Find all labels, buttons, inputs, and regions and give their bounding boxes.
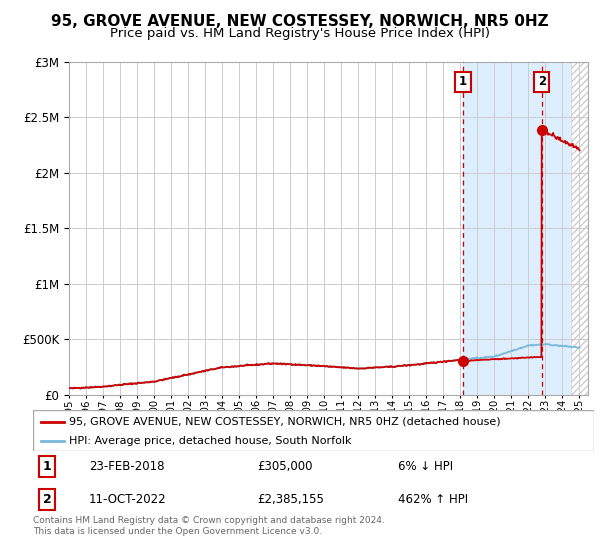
Text: Contains HM Land Registry data © Crown copyright and database right 2024.
This d: Contains HM Land Registry data © Crown c… xyxy=(33,516,385,536)
Text: 2: 2 xyxy=(538,75,546,88)
Bar xyxy=(571,62,588,395)
FancyBboxPatch shape xyxy=(33,410,594,451)
Text: 6% ↓ HPI: 6% ↓ HPI xyxy=(398,460,453,473)
Text: 23-FEB-2018: 23-FEB-2018 xyxy=(89,460,164,473)
Text: 95, GROVE AVENUE, NEW COSTESSEY, NORWICH, NR5 0HZ: 95, GROVE AVENUE, NEW COSTESSEY, NORWICH… xyxy=(51,14,549,29)
Text: £305,000: £305,000 xyxy=(257,460,313,473)
Text: 462% ↑ HPI: 462% ↑ HPI xyxy=(398,493,468,506)
Text: 1: 1 xyxy=(459,75,467,88)
Text: 11-OCT-2022: 11-OCT-2022 xyxy=(89,493,167,506)
Text: Price paid vs. HM Land Registry's House Price Index (HPI): Price paid vs. HM Land Registry's House … xyxy=(110,27,490,40)
Bar xyxy=(463,62,571,395)
Text: 95, GROVE AVENUE, NEW COSTESSEY, NORWICH, NR5 0HZ (detached house): 95, GROVE AVENUE, NEW COSTESSEY, NORWICH… xyxy=(70,417,501,427)
Text: £2,385,155: £2,385,155 xyxy=(257,493,324,506)
Text: HPI: Average price, detached house, South Norfolk: HPI: Average price, detached house, Sout… xyxy=(70,436,352,446)
Text: 2: 2 xyxy=(43,493,52,506)
Text: 1: 1 xyxy=(43,460,52,473)
Bar xyxy=(571,62,588,395)
